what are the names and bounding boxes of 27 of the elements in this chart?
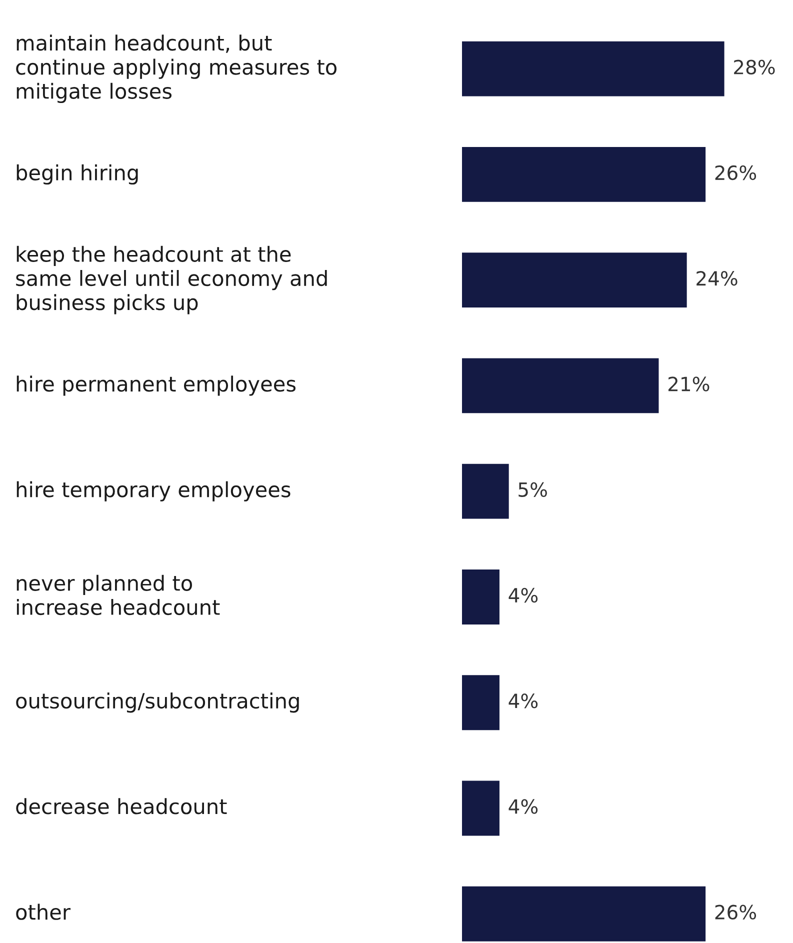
y-tick-label: never planned to increase headcount [16,574,220,616]
y-tick-label: hire permanent employees [16,376,296,396]
data-label: 26% [715,904,756,920]
bar [462,675,500,730]
data-label: 26% [715,165,756,180]
bar [462,886,706,942]
data-label: 5% [518,482,547,497]
y-tick-label: begin hiring [16,164,138,185]
y-tick-label: maintain headcount, but continue applying measures to mitigate losses [16,34,336,104]
bar [462,252,687,308]
data-label: 28% [734,60,775,74]
bar [462,358,659,414]
bar [462,780,500,836]
y-tick-label: decrease headcount [16,798,227,814]
bar [462,464,509,519]
y-tick-label: hire temporary employees [16,481,290,502]
bar [462,146,706,202]
y-tick-label: outsourcing/subcontracting [16,692,299,713]
y-tick-label: keep the headcount at the same level until economy and business picks up [16,246,327,314]
data-label: 4% [508,588,538,603]
data-label: 4% [508,694,538,708]
y-tick-label: other [16,904,70,920]
bar [462,41,724,96]
data-label: 4% [508,799,538,814]
data-label: 24% [696,271,738,286]
data-label: 21% [668,376,710,392]
bar [462,570,500,624]
